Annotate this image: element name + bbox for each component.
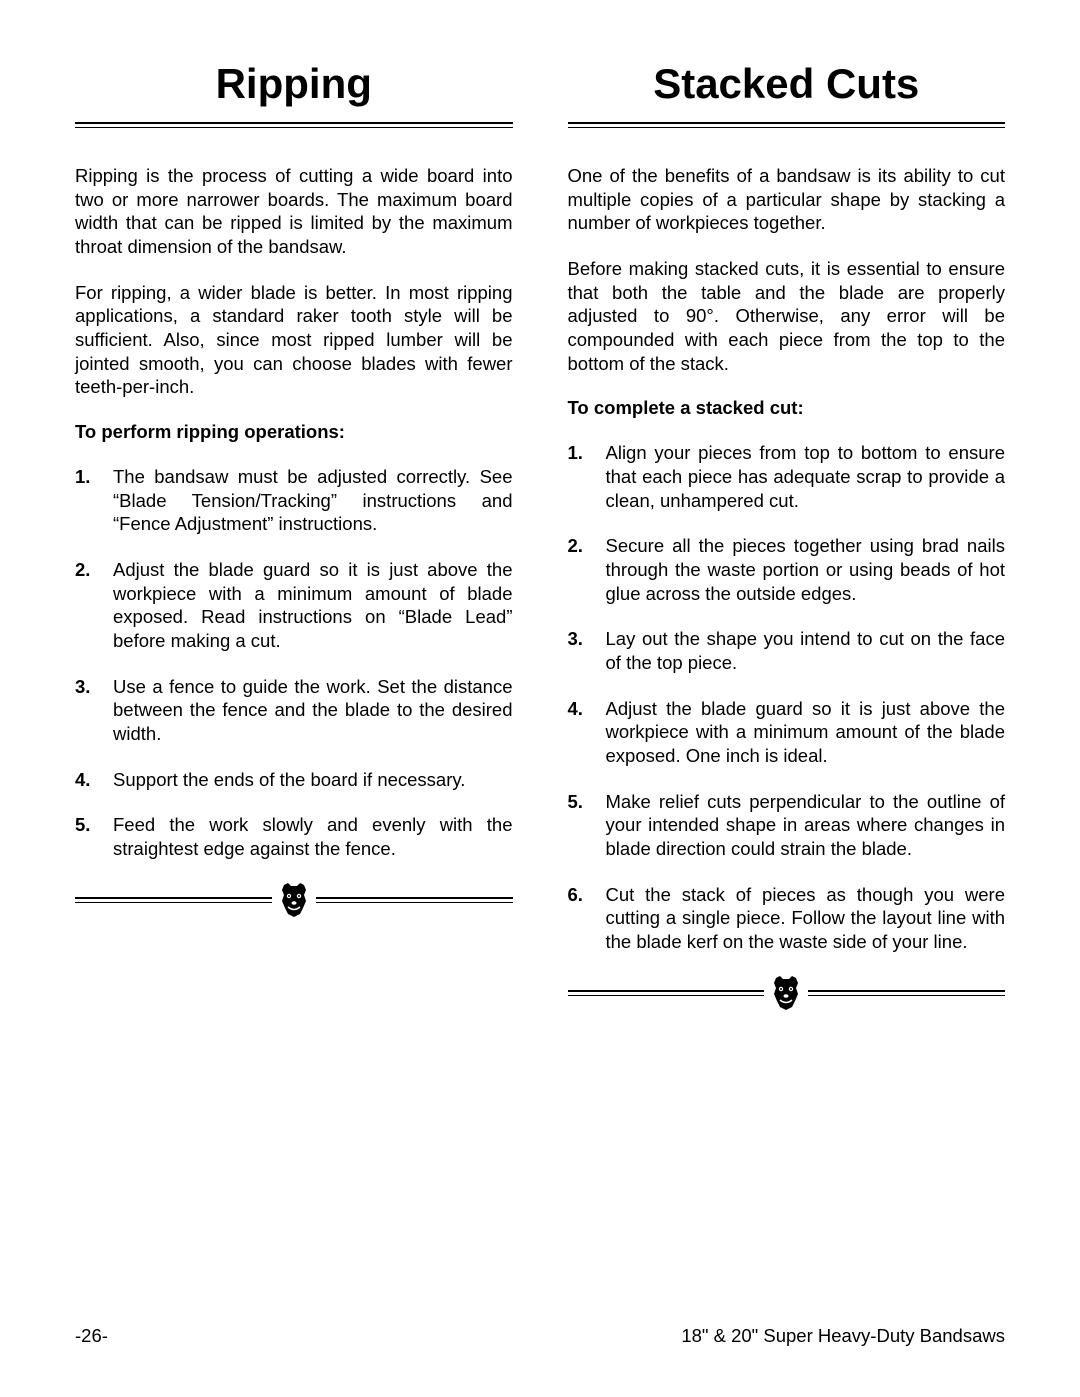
title-rule-left <box>75 122 513 128</box>
double-rule <box>75 897 272 903</box>
paragraph: Before making stacked cuts, it is essent… <box>568 257 1006 375</box>
paragraph: For ripping, a wider blade is better. In… <box>75 281 513 399</box>
step-item: Lay out the shape you intend to cut on t… <box>568 627 1006 674</box>
double-rule <box>75 122 513 128</box>
section-title-stacked-cuts: Stacked Cuts <box>568 60 1006 108</box>
step-item: Adjust the blade guard so it is just abo… <box>568 697 1006 768</box>
subheading-stacked-cuts: To complete a stacked cut: <box>568 397 1006 419</box>
bear-icon <box>278 883 310 917</box>
step-item: Secure all the pieces together using bra… <box>568 534 1006 605</box>
paragraph: Ripping is the process of cutting a wide… <box>75 164 513 259</box>
steps-list-ripping: The bandsaw must be adjusted correctly. … <box>75 465 513 861</box>
step-item: Feed the work slowly and evenly with the… <box>75 813 513 860</box>
bear-icon <box>770 976 802 1010</box>
column-left: Ripping Ripping is the process of cuttin… <box>75 60 513 1010</box>
subheading-ripping: To perform ripping operations: <box>75 421 513 443</box>
section-title-ripping: Ripping <box>75 60 513 108</box>
double-rule <box>316 897 513 903</box>
step-item: Make relief cuts perpendicular to the ou… <box>568 790 1006 861</box>
step-item: Align your pieces from top to bottom to … <box>568 441 1006 512</box>
section-end-ornament-right <box>568 976 1006 1010</box>
step-item: Adjust the blade guard so it is just abo… <box>75 558 513 653</box>
double-rule <box>808 990 1005 996</box>
step-item: The bandsaw must be adjusted correctly. … <box>75 465 513 536</box>
document-title: 18" & 20" Super Heavy-Duty Bandsaws <box>681 1325 1005 1347</box>
page-number: -26- <box>75 1325 108 1347</box>
section-end-ornament-left <box>75 883 513 917</box>
step-item: Use a fence to guide the work. Set the d… <box>75 675 513 746</box>
double-rule <box>568 990 765 996</box>
paragraph: One of the benefits of a bandsaw is its … <box>568 164 1006 235</box>
double-rule <box>568 122 1006 128</box>
title-rule-right <box>568 122 1006 128</box>
step-item: Support the ends of the board if necessa… <box>75 768 513 792</box>
page-footer: -26- 18" & 20" Super Heavy-Duty Bandsaws <box>75 1325 1005 1347</box>
column-right: Stacked Cuts One of the benefits of a ba… <box>568 60 1006 1010</box>
two-column-layout: Ripping Ripping is the process of cuttin… <box>75 60 1005 1010</box>
step-item: Cut the stack of pieces as though you we… <box>568 883 1006 954</box>
steps-list-stacked-cuts: Align your pieces from top to bottom to … <box>568 441 1006 953</box>
